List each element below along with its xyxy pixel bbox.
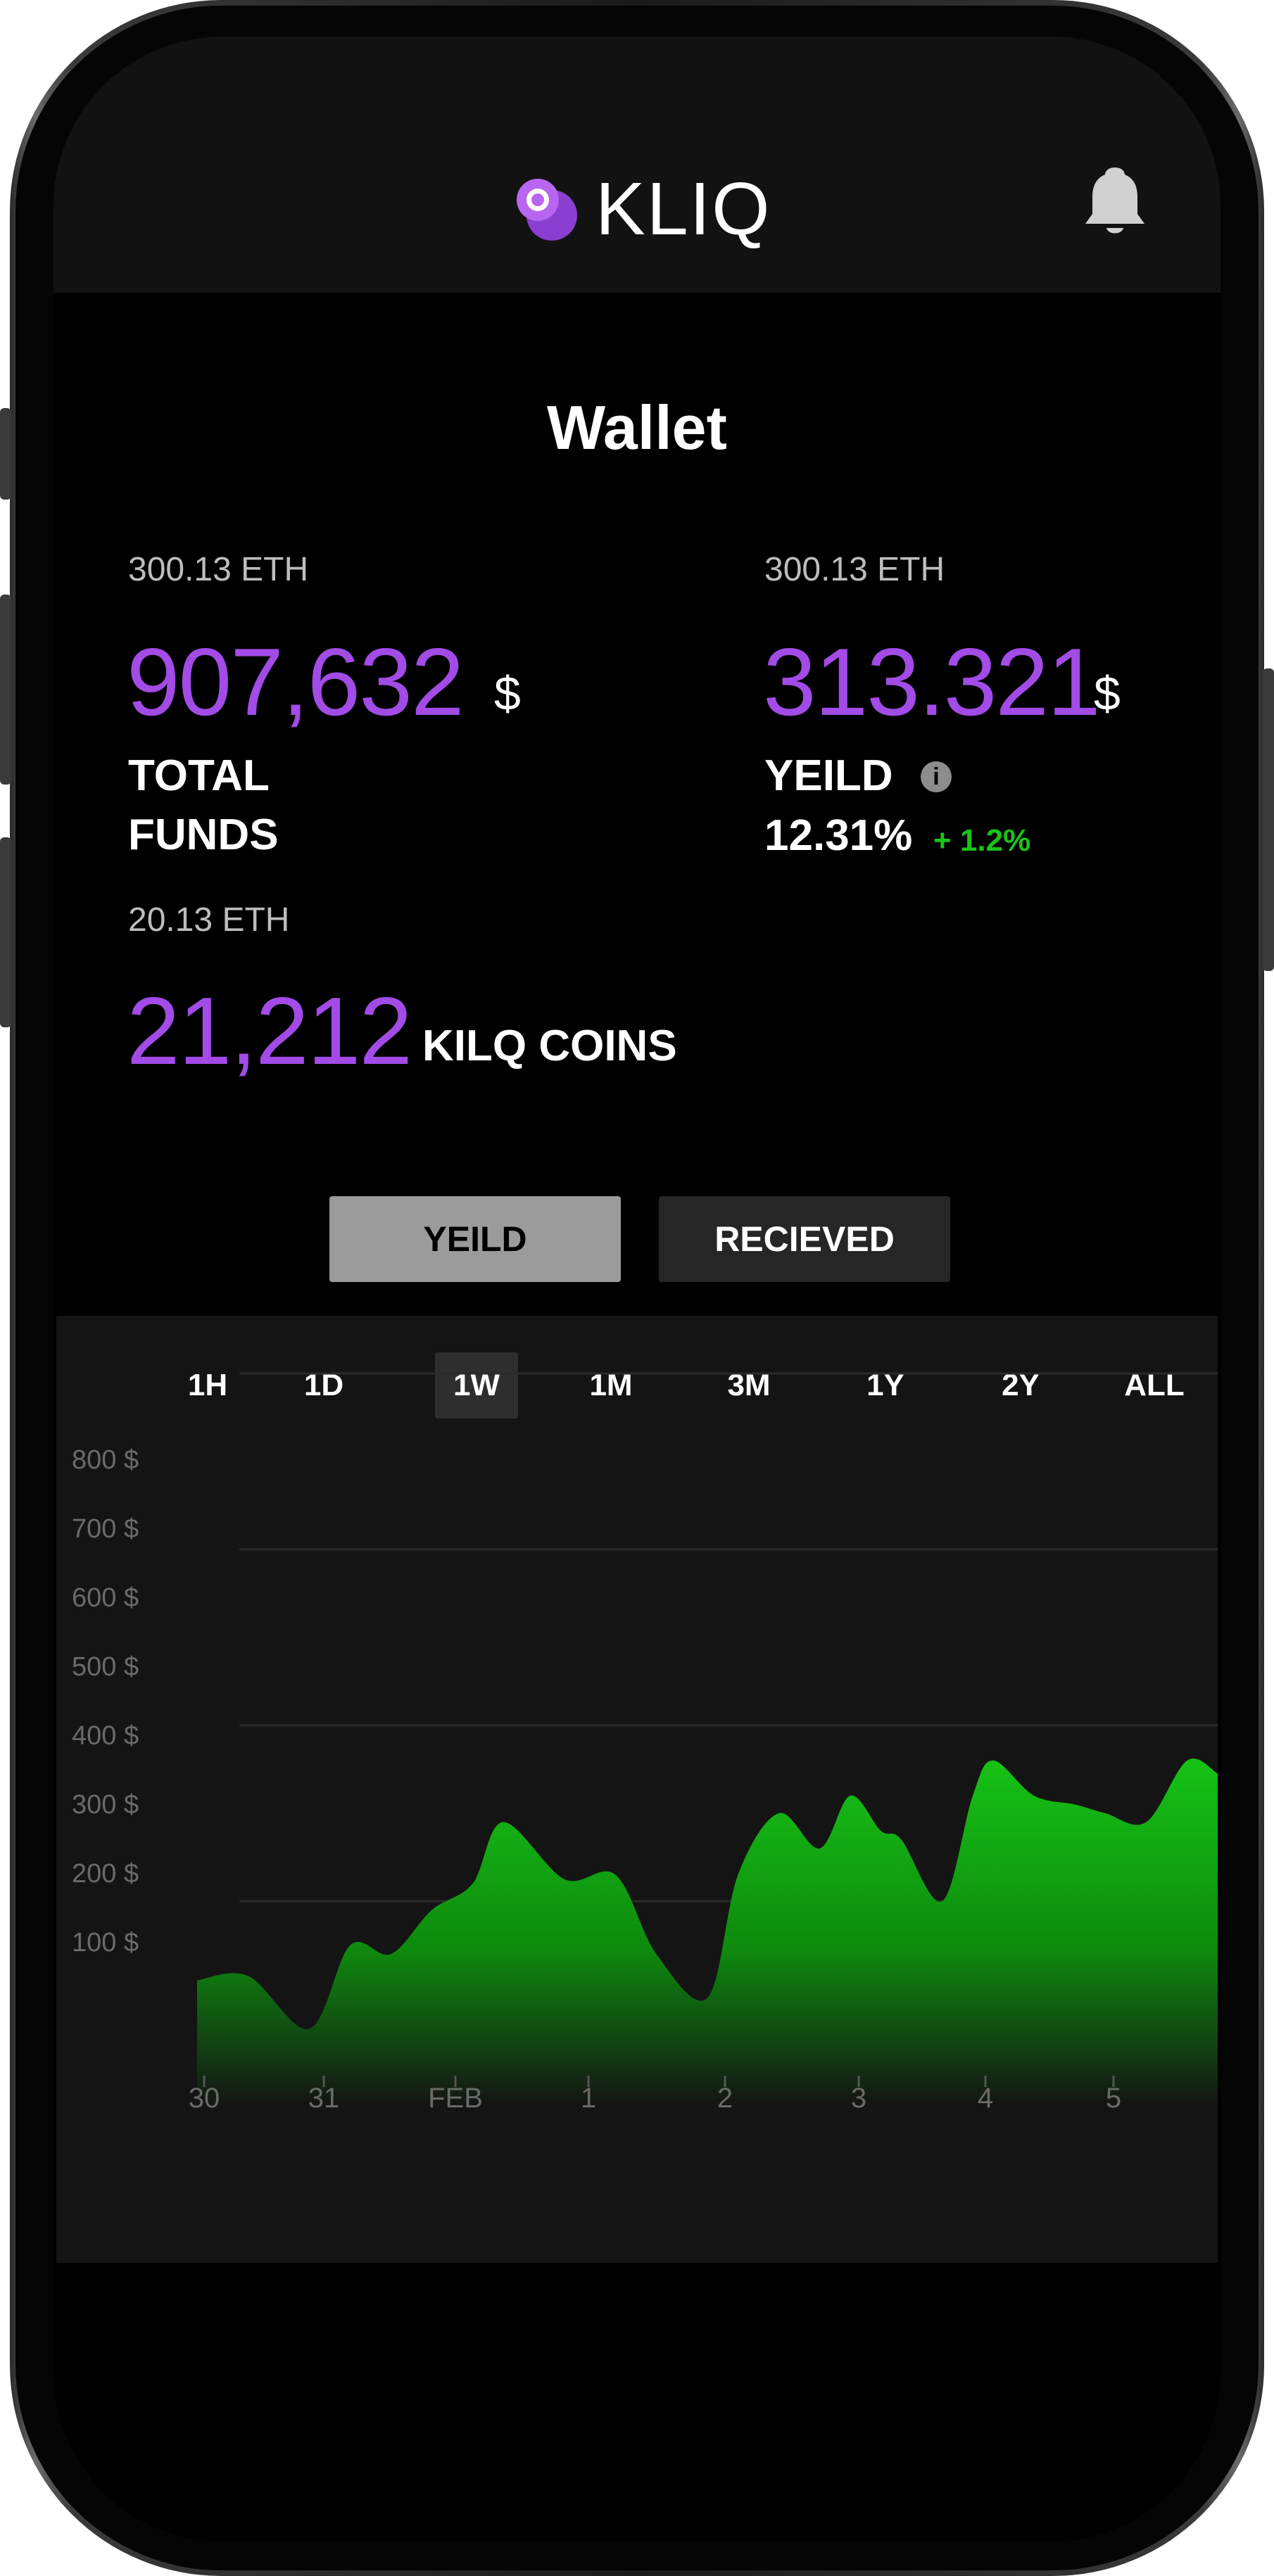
yield-eth: 300.13 ETH <box>764 551 945 588</box>
x-axis-tick: 31 <box>308 2083 340 2114</box>
brand-name: KLIQ <box>595 167 771 250</box>
yield-value: 313.321 <box>763 628 1101 735</box>
range-tab-1h[interactable]: 1H <box>187 1368 228 1402</box>
total-funds-label-line2: FUNDS <box>128 811 279 859</box>
x-axis-tick: 3 <box>850 2083 867 2114</box>
x-axis-tick: 1 <box>580 2083 597 2114</box>
silent-switch <box>0 408 11 500</box>
yield-percent: 12.31% <box>764 811 913 860</box>
yield-toggle-button[interactable]: YEILD <box>329 1196 621 1282</box>
chart-area-series <box>197 1758 1218 2105</box>
bell-icon[interactable] <box>1081 163 1149 241</box>
yield-label: YEILD <box>764 751 893 800</box>
yield-currency: $ <box>1094 667 1121 721</box>
y-axis-tick: 100 $ <box>72 1928 139 1958</box>
total-funds-label-line1: TOTAL <box>128 751 270 800</box>
x-axis-tick: 5 <box>1105 2083 1122 2114</box>
x-axis-tick: 2 <box>717 2083 733 2114</box>
y-axis-tick: 200 $ <box>72 1859 139 1889</box>
y-axis-tick: 800 $ <box>72 1445 139 1475</box>
x-axis-tick: 4 <box>977 2083 994 2114</box>
page-title: Wallet <box>547 393 727 462</box>
coins-value: 21,212 <box>127 977 412 1084</box>
y-axis-tick: 700 $ <box>72 1514 139 1544</box>
y-axis-tick: 500 $ <box>72 1652 139 1682</box>
total-funds-value: 907,632 <box>127 628 465 735</box>
coins-eth: 20.13 ETH <box>128 901 290 939</box>
total-funds-eth: 300.13 ETH <box>128 551 309 588</box>
y-axis-tick: 400 $ <box>72 1721 139 1751</box>
chart-panel: 1H 1D 1W 1M 3M 1Y 2Y ALL 800 $ 700 $ 600… <box>56 1316 1218 2263</box>
x-axis-tick: FEB <box>428 2083 483 2114</box>
app-header: KLIQ <box>53 37 1221 293</box>
received-toggle-button[interactable]: RECIEVED <box>659 1196 950 1282</box>
y-axis-tick: 300 $ <box>72 1790 139 1820</box>
volume-up-button <box>0 595 11 785</box>
app-screen: KLIQ Wallet 300.13 ETH 907,632 $ TOTAL F… <box>53 37 1221 2542</box>
volume-down-button <box>0 837 11 1027</box>
power-button <box>1263 668 1274 971</box>
coins-label: KILQ COINS <box>422 1022 677 1070</box>
kliq-logo-icon <box>517 179 577 241</box>
y-axis-tick: 600 $ <box>72 1583 139 1613</box>
total-funds-currency: $ <box>494 667 521 721</box>
yield-chart <box>197 1372 1218 2105</box>
x-axis-tick: 30 <box>188 2083 220 2114</box>
info-icon[interactable]: i <box>921 761 952 792</box>
yield-delta: + 1.2% <box>933 823 1031 858</box>
